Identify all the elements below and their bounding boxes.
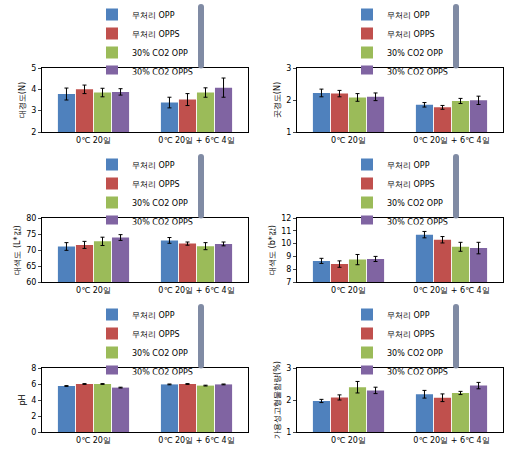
svg-text:3: 3 — [286, 64, 291, 73]
svg-text:65: 65 — [26, 262, 36, 271]
svg-text:무처리 OPP: 무처리 OPP — [132, 161, 175, 170]
svg-text:10: 10 — [281, 239, 291, 248]
svg-text:대경도(N): 대경도(N) — [18, 82, 27, 118]
svg-text:2: 2 — [286, 396, 291, 405]
svg-text:1: 1 — [286, 428, 291, 437]
svg-text:0℃ 20일 + 6℃ 4일: 0℃ 20일 + 6℃ 4일 — [413, 286, 489, 295]
svg-text:0℃ 20일 + 6℃ 4일: 0℃ 20일 + 6℃ 4일 — [413, 136, 489, 145]
svg-text:가용성고형물함량(%): 가용성고형물함량(%) — [273, 361, 282, 439]
svg-text:0℃ 20일 + 6℃ 4일: 0℃ 20일 + 6℃ 4일 — [158, 136, 234, 145]
svg-text:무처리 OPP: 무처리 OPP — [387, 11, 430, 20]
svg-text:8: 8 — [31, 364, 36, 373]
svg-text:5: 5 — [31, 64, 36, 73]
svg-text:0℃ 20일: 0℃ 20일 — [331, 136, 366, 145]
svg-text:80: 80 — [26, 214, 36, 223]
svg-text:대색도 (L*값): 대색도 (L*값) — [13, 225, 22, 274]
svg-text:무처리 OPP: 무처리 OPP — [387, 311, 430, 320]
svg-text:60: 60 — [26, 278, 36, 287]
svg-text:2: 2 — [31, 412, 36, 421]
svg-text:8: 8 — [286, 265, 291, 274]
svg-text:4: 4 — [31, 396, 36, 405]
svg-text:0℃ 20일 + 6℃ 4일: 0℃ 20일 + 6℃ 4일 — [413, 436, 489, 445]
svg-text:3: 3 — [31, 106, 36, 115]
svg-text:11: 11 — [281, 227, 291, 236]
svg-text:0℃ 20일 + 6℃ 4일: 0℃ 20일 + 6℃ 4일 — [158, 286, 234, 295]
svg-text:30% CO2 OPP: 30% CO2 OPP — [387, 49, 443, 58]
svg-text:30% CO2 OPP: 30% CO2 OPP — [132, 49, 188, 58]
svg-text:0: 0 — [31, 428, 36, 437]
svg-text:30% CO2 OPP: 30% CO2 OPP — [387, 199, 443, 208]
svg-text:곳경도(N): 곳경도(N) — [273, 82, 282, 118]
svg-text:2: 2 — [31, 128, 36, 137]
svg-text:0℃ 20일: 0℃ 20일 — [331, 286, 366, 295]
svg-text:30% CO2 OPPS: 30% CO2 OPPS — [132, 218, 193, 225]
svg-text:0℃ 20일 + 6℃ 4일: 0℃ 20일 + 6℃ 4일 — [158, 436, 234, 445]
svg-text:12: 12 — [281, 214, 291, 223]
svg-text:대색도 (b*값): 대색도 (b*값) — [268, 225, 277, 275]
svg-text:무처리 OPPS: 무처리 OPPS — [132, 30, 180, 39]
svg-text:무처리 OPP: 무처리 OPP — [132, 11, 175, 20]
svg-text:1: 1 — [286, 128, 291, 137]
svg-text:3: 3 — [286, 364, 291, 373]
svg-text:30% CO2 OPP: 30% CO2 OPP — [132, 349, 188, 358]
svg-text:무처리 OPPS: 무처리 OPPS — [132, 180, 180, 189]
svg-text:무처리 OPP: 무처리 OPP — [387, 161, 430, 170]
svg-text:7: 7 — [286, 278, 291, 287]
svg-text:30% CO2 OPPS: 30% CO2 OPPS — [387, 68, 448, 75]
svg-text:30% CO2 OPP: 30% CO2 OPP — [132, 199, 188, 208]
svg-text:무처리 OPP: 무처리 OPP — [132, 311, 175, 320]
svg-text:무처리 OPPS: 무처리 OPPS — [387, 30, 435, 39]
svg-text:30% CO2 OPPS: 30% CO2 OPPS — [132, 68, 193, 75]
svg-text:0℃ 20일: 0℃ 20일 — [76, 136, 111, 145]
svg-text:30% CO2 OPPS: 30% CO2 OPPS — [387, 218, 448, 225]
svg-text:30% CO2 OPPS: 30% CO2 OPPS — [132, 368, 193, 375]
svg-text:무처리 OPPS: 무처리 OPPS — [132, 330, 180, 339]
svg-text:무처리 OPPS: 무처리 OPPS — [387, 180, 435, 189]
svg-text:pH: pH — [18, 394, 27, 405]
svg-text:0℃ 20일: 0℃ 20일 — [76, 286, 111, 295]
svg-text:4: 4 — [31, 85, 36, 94]
svg-text:6: 6 — [31, 380, 36, 389]
svg-text:75: 75 — [26, 230, 36, 239]
svg-text:2: 2 — [286, 96, 291, 105]
svg-text:70: 70 — [26, 246, 36, 255]
svg-text:9: 9 — [286, 252, 291, 261]
svg-text:0℃ 20일: 0℃ 20일 — [331, 436, 366, 445]
svg-text:30% CO2 OPP: 30% CO2 OPP — [387, 349, 443, 358]
svg-text:0℃ 20일: 0℃ 20일 — [76, 436, 111, 445]
svg-text:30% CO2 OPPS: 30% CO2 OPPS — [387, 368, 448, 375]
svg-text:무처리 OPPS: 무처리 OPPS — [387, 330, 435, 339]
